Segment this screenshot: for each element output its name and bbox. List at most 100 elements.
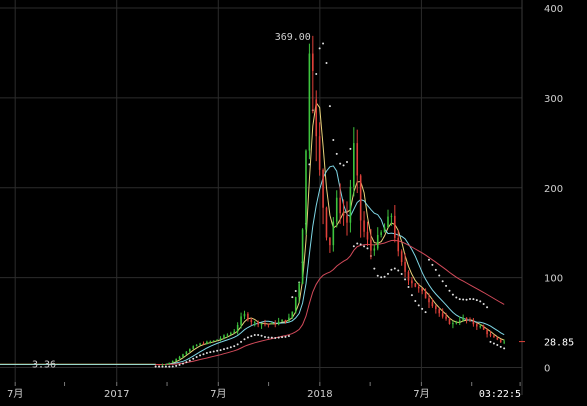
- candle-body: [376, 234, 379, 249]
- trend-dot: [281, 336, 284, 339]
- candle-body: [400, 251, 403, 263]
- trend-dot: [322, 42, 325, 45]
- trend-dot: [458, 298, 461, 301]
- candle-body: [308, 53, 311, 151]
- candle-body: [226, 334, 229, 336]
- candle-body: [250, 319, 253, 323]
- candle-body: [219, 338, 222, 340]
- candle-body: [322, 169, 324, 208]
- trend-dot: [345, 161, 348, 164]
- axes: 0 100 200 300 400 7月 2017 7月 2018 7月: [7, 4, 563, 400]
- trend-dot: [462, 298, 465, 301]
- trend-dot: [318, 47, 321, 50]
- candle-body: [281, 319, 283, 322]
- x-tick-label: 2018: [307, 389, 332, 400]
- candle-body: [288, 317, 290, 322]
- candle-body: [359, 175, 362, 221]
- trend-dot: [465, 298, 468, 301]
- trend-dot: [308, 163, 311, 166]
- candle-body: [503, 341, 505, 343]
- trend-dot: [257, 333, 260, 336]
- trend-dot: [246, 336, 249, 339]
- trend-dot: [400, 273, 403, 276]
- trend-dot: [263, 336, 266, 339]
- trend-dot: [229, 346, 232, 349]
- trend-dot: [168, 365, 171, 368]
- trend-dot: [421, 307, 424, 310]
- candle-body: [277, 321, 280, 325]
- trend-dot: [270, 336, 273, 339]
- candle-body: [209, 341, 212, 343]
- trend-dot: [424, 311, 427, 314]
- candle-body: [212, 340, 215, 342]
- trend-dot: [164, 365, 167, 368]
- trend-dot: [376, 274, 379, 277]
- trend-dot: [407, 286, 410, 289]
- candle-body: [233, 331, 236, 334]
- trend-dot: [277, 336, 280, 339]
- candle-body: [438, 309, 441, 314]
- candle-body: [202, 343, 205, 345]
- trend-dot: [393, 267, 396, 270]
- candle-body: [199, 343, 201, 345]
- x-tick-label: 7月: [7, 388, 23, 400]
- candle-body: [428, 298, 430, 303]
- candle-body: [230, 333, 232, 335]
- candle-body: [407, 271, 410, 281]
- candle-body: [274, 323, 277, 325]
- trend-dot: [212, 350, 215, 353]
- candle-body: [216, 339, 218, 341]
- candle-body: [223, 335, 225, 339]
- candle-body: [192, 346, 195, 349]
- trend-dot: [291, 296, 294, 299]
- candle-body: [448, 318, 451, 325]
- candle-body: [383, 227, 386, 233]
- trend-dot: [363, 245, 366, 248]
- candle-body: [465, 317, 468, 321]
- candle-body: [363, 220, 365, 232]
- trend-dot: [503, 347, 506, 350]
- candle-body: [257, 321, 259, 325]
- candle-body: [185, 351, 188, 355]
- y-tick-label: 300: [544, 94, 563, 105]
- y-tick-label: 400: [544, 4, 563, 15]
- trend-dot: [328, 105, 331, 108]
- trend-dot: [192, 357, 195, 360]
- x-tick-label: 7月: [210, 388, 226, 400]
- trend-dot: [205, 352, 208, 355]
- candle-body: [165, 364, 167, 366]
- candle-body: [404, 262, 406, 272]
- trend-dot: [352, 245, 355, 248]
- candle-body: [298, 283, 300, 298]
- trend-dot: [417, 304, 420, 307]
- candle-body: [469, 320, 471, 322]
- candle-body: [414, 283, 417, 287]
- candle-body: [390, 215, 393, 217]
- candle-body: [397, 237, 400, 252]
- candle-body: [325, 207, 328, 238]
- candle-body: [458, 320, 461, 323]
- candle-body: [366, 231, 369, 240]
- current-time-label: 03:22:5: [479, 389, 521, 400]
- trend-dot: [325, 62, 328, 65]
- candle-body: [236, 324, 239, 332]
- candle-body: [445, 316, 447, 319]
- candle-body: [332, 221, 335, 246]
- candle-body: [312, 53, 314, 71]
- candle-body: [411, 280, 413, 284]
- candle-body: [284, 319, 287, 322]
- trend-dot: [188, 359, 191, 362]
- candle-body: [315, 99, 318, 137]
- trend-dot: [219, 349, 222, 352]
- min-price-label: 3.36: [32, 359, 56, 370]
- trend-dot: [240, 340, 243, 343]
- candle-body: [373, 248, 376, 251]
- trend-dot: [236, 343, 239, 346]
- trend-dot: [178, 363, 181, 366]
- trend-dot: [414, 299, 417, 302]
- candle-body: [493, 335, 495, 338]
- trend-dot: [472, 298, 475, 301]
- candle-body: [462, 317, 464, 321]
- trend-dot: [383, 275, 386, 278]
